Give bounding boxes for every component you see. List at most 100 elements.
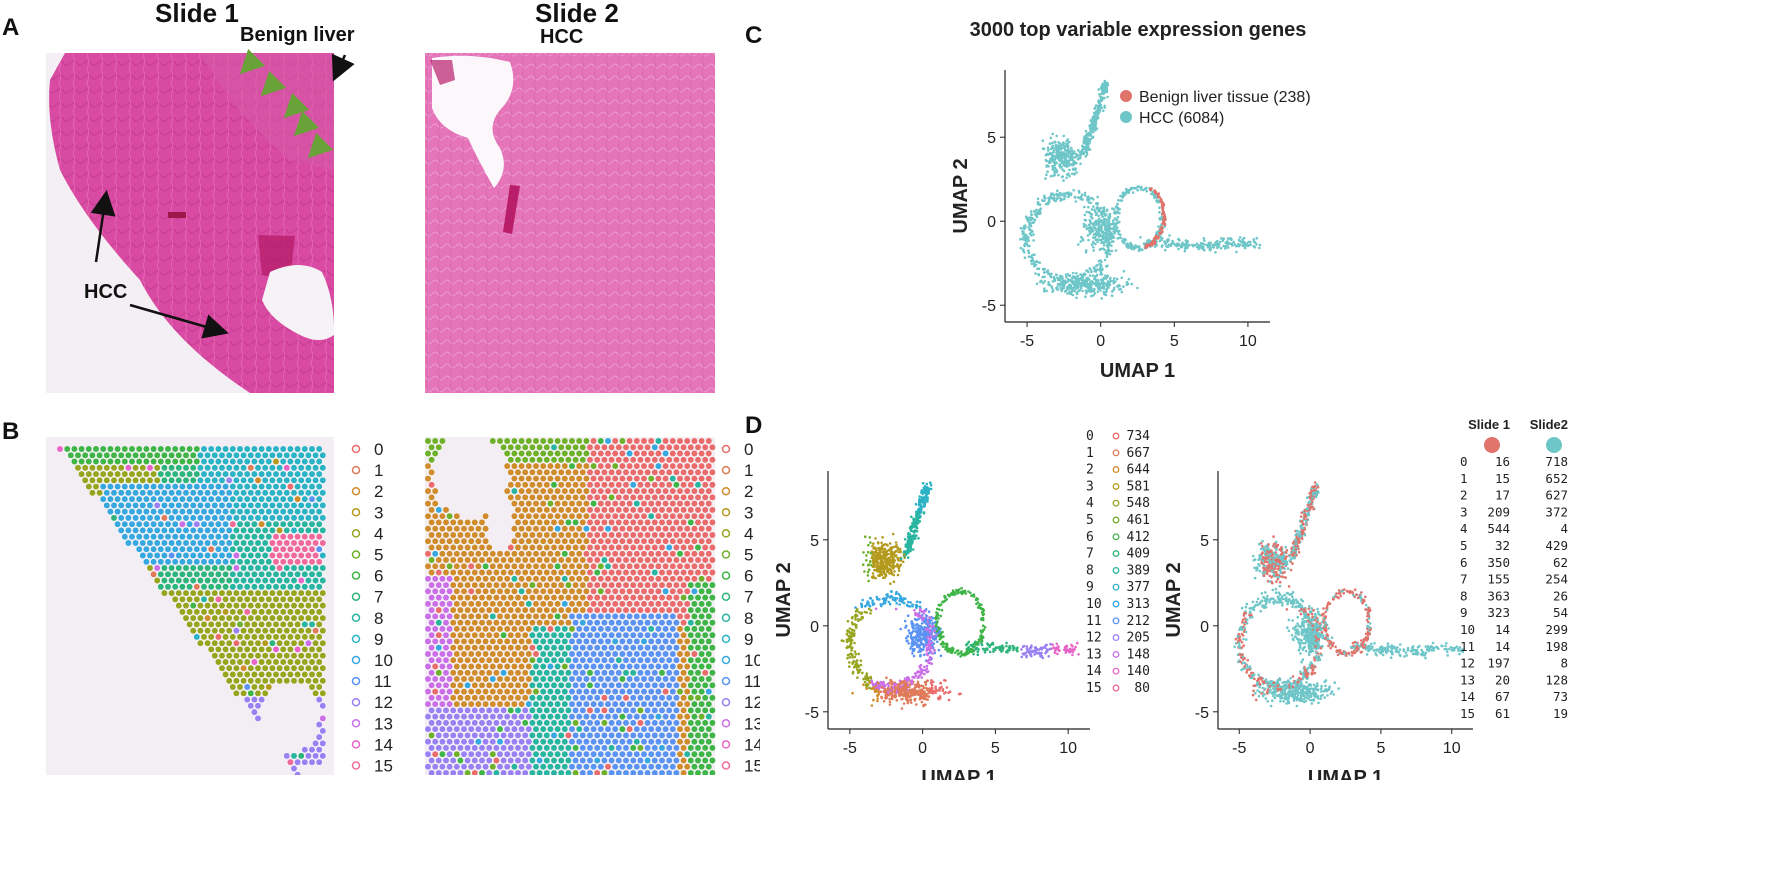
spot	[525, 450, 533, 457]
point-hcc	[1136, 189, 1139, 192]
spot	[240, 664, 248, 672]
spot	[572, 606, 580, 614]
spot	[590, 738, 598, 746]
spot	[586, 757, 594, 764]
spot	[453, 612, 461, 620]
spot	[496, 625, 504, 633]
spot	[687, 544, 695, 551]
point-hcc	[1102, 92, 1105, 96]
slide2-spots	[424, 437, 716, 775]
spot	[651, 544, 659, 551]
spot	[218, 501, 226, 509]
spot	[550, 544, 558, 551]
spot	[424, 612, 432, 620]
spot	[622, 518, 630, 526]
spot	[442, 556, 450, 564]
spot	[568, 675, 576, 683]
spot	[442, 506, 450, 514]
spot	[268, 564, 276, 572]
spot	[99, 445, 107, 453]
spot	[453, 688, 461, 696]
spot	[608, 694, 616, 702]
spot	[482, 738, 490, 746]
point-hcc	[1077, 280, 1080, 284]
spot	[258, 658, 266, 666]
spot	[687, 619, 695, 627]
spot	[579, 719, 587, 727]
point-hcc	[1103, 79, 1107, 83]
point-hcc	[1104, 86, 1108, 90]
point-hcc	[1065, 145, 1069, 148]
spot	[449, 656, 457, 664]
point-hcc	[1167, 237, 1170, 241]
spot	[449, 694, 457, 702]
spot	[319, 689, 327, 697]
point-hcc	[1042, 147, 1046, 151]
spot	[680, 531, 688, 539]
spot	[608, 556, 616, 564]
spot	[193, 595, 201, 603]
chart-c-xtick-label: 0	[1096, 333, 1105, 350]
spot	[489, 612, 497, 620]
point-hcc	[1099, 229, 1102, 232]
spot	[694, 731, 702, 739]
chart-c-xtick-label: 5	[1170, 333, 1179, 350]
spot	[586, 518, 594, 526]
legend-dot-14	[721, 740, 731, 749]
point-hcc	[1111, 223, 1115, 226]
spot	[546, 700, 554, 708]
spot	[640, 637, 648, 645]
point-hcc	[1051, 132, 1054, 136]
spot	[240, 652, 248, 660]
spot	[672, 569, 680, 576]
spot	[528, 493, 536, 501]
spot	[204, 501, 212, 509]
spot	[312, 752, 320, 760]
point-hcc	[1106, 274, 1109, 278]
spot	[572, 544, 580, 551]
spot	[254, 501, 262, 509]
spot	[521, 443, 529, 451]
spot	[521, 493, 529, 501]
spot	[536, 757, 544, 764]
point-hcc	[1224, 247, 1227, 250]
spot	[308, 533, 316, 541]
spot	[550, 581, 558, 589]
spot	[492, 631, 500, 639]
spot	[669, 450, 677, 457]
spot	[308, 758, 316, 766]
spot	[272, 495, 280, 503]
spot	[528, 556, 536, 564]
spot	[276, 564, 284, 572]
spot	[536, 481, 544, 489]
spot	[640, 612, 648, 620]
spot	[629, 769, 637, 775]
spot	[435, 443, 443, 451]
spot	[449, 556, 457, 564]
spot	[518, 525, 526, 533]
spot	[662, 663, 670, 670]
spot	[453, 600, 461, 608]
spot	[572, 694, 580, 702]
point-hcc	[1130, 244, 1134, 248]
spot	[568, 650, 576, 658]
spot	[604, 525, 612, 533]
point-hcc	[1089, 215, 1093, 218]
spot	[672, 769, 680, 775]
spot	[521, 631, 529, 639]
spot	[500, 719, 508, 727]
spot	[211, 564, 219, 572]
spot	[268, 476, 276, 484]
point-hcc	[1023, 244, 1026, 248]
spot	[690, 600, 698, 608]
point-hcc	[1049, 174, 1053, 178]
spot	[485, 706, 493, 714]
spot	[279, 533, 287, 541]
spot	[283, 489, 291, 497]
spot	[240, 677, 248, 685]
spot	[539, 450, 547, 457]
spot	[446, 537, 454, 545]
spot	[276, 476, 284, 484]
spot	[640, 750, 648, 758]
spot	[496, 550, 504, 558]
